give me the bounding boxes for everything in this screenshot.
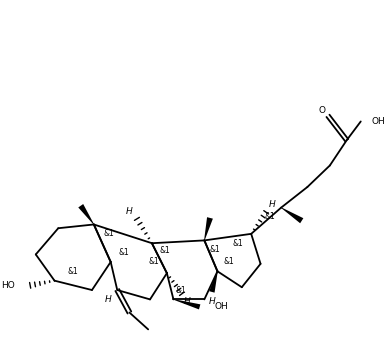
Polygon shape: [209, 271, 218, 293]
Text: &1: &1: [118, 248, 129, 257]
Text: &1: &1: [210, 245, 221, 254]
Text: OH: OH: [372, 117, 386, 126]
Text: OH: OH: [215, 303, 229, 312]
Text: H: H: [126, 207, 133, 216]
Text: &1: &1: [232, 239, 243, 248]
Text: H: H: [184, 297, 191, 306]
Text: H: H: [208, 297, 215, 306]
Polygon shape: [78, 204, 94, 225]
Text: H: H: [268, 200, 275, 209]
Text: &1: &1: [148, 257, 159, 266]
Text: &1: &1: [223, 257, 234, 266]
Text: H: H: [105, 295, 111, 304]
Text: &1: &1: [103, 229, 114, 238]
Text: &1: &1: [175, 286, 186, 295]
Text: HO: HO: [2, 281, 15, 290]
Text: O: O: [319, 106, 326, 115]
Text: &1: &1: [68, 267, 78, 276]
Polygon shape: [173, 299, 200, 309]
Polygon shape: [281, 207, 303, 223]
Text: &1: &1: [159, 246, 170, 255]
Polygon shape: [204, 217, 213, 240]
Text: &1: &1: [264, 213, 275, 221]
